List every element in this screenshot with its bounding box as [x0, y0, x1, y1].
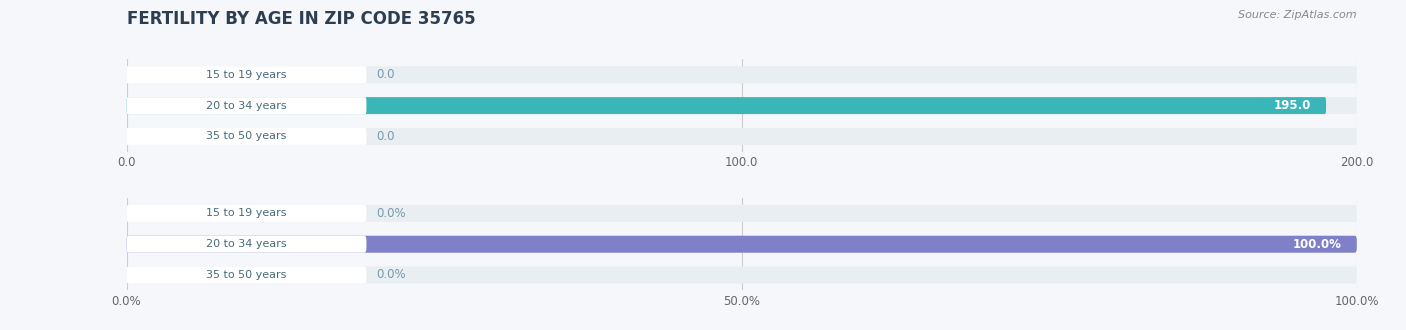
- Text: FERTILITY BY AGE IN ZIP CODE 35765: FERTILITY BY AGE IN ZIP CODE 35765: [127, 10, 475, 28]
- FancyBboxPatch shape: [127, 267, 1357, 283]
- FancyBboxPatch shape: [127, 236, 1357, 253]
- Text: 0.0: 0.0: [377, 68, 395, 81]
- FancyBboxPatch shape: [127, 128, 367, 145]
- FancyBboxPatch shape: [127, 205, 1357, 222]
- Text: 15 to 19 years: 15 to 19 years: [207, 209, 287, 218]
- FancyBboxPatch shape: [127, 236, 367, 253]
- FancyBboxPatch shape: [127, 267, 367, 283]
- FancyBboxPatch shape: [127, 205, 367, 222]
- Text: 0.0%: 0.0%: [377, 207, 406, 220]
- Text: 0.0: 0.0: [377, 130, 395, 143]
- Text: 0.0%: 0.0%: [377, 269, 406, 281]
- FancyBboxPatch shape: [127, 236, 1357, 253]
- Text: 35 to 50 years: 35 to 50 years: [207, 270, 287, 280]
- FancyBboxPatch shape: [127, 66, 1357, 83]
- FancyBboxPatch shape: [127, 66, 367, 83]
- Text: 35 to 50 years: 35 to 50 years: [207, 131, 287, 141]
- Text: 100.0%: 100.0%: [1294, 238, 1343, 251]
- Text: 20 to 34 years: 20 to 34 years: [207, 101, 287, 111]
- Text: 195.0: 195.0: [1274, 99, 1312, 112]
- FancyBboxPatch shape: [127, 97, 1357, 114]
- Text: 15 to 19 years: 15 to 19 years: [207, 70, 287, 80]
- FancyBboxPatch shape: [127, 97, 1326, 114]
- Text: 20 to 34 years: 20 to 34 years: [207, 239, 287, 249]
- FancyBboxPatch shape: [127, 97, 367, 114]
- FancyBboxPatch shape: [127, 128, 1357, 145]
- Text: Source: ZipAtlas.com: Source: ZipAtlas.com: [1239, 10, 1357, 20]
